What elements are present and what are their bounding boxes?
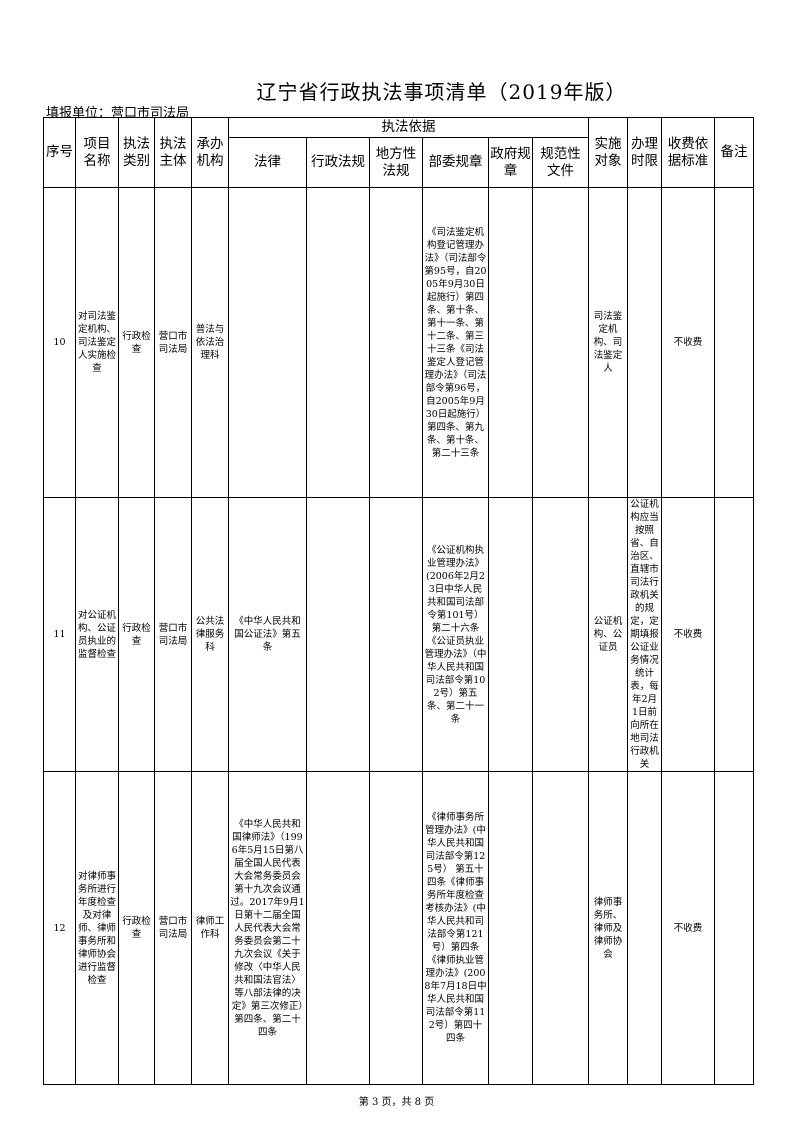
cell-type: 行政检查	[118, 187, 155, 498]
table-row: 10 对司法鉴定机构、司法鉴定人实施检查 行政检查 营口市司法局 普法与依法治理…	[43, 187, 754, 498]
header-subject: 执法主体	[154, 117, 192, 188]
cell-norm-doc	[532, 497, 589, 772]
cell-org: 普法与依法治理科	[191, 187, 229, 498]
cell-gov-rule	[488, 771, 533, 1085]
header-norm-doc: 规范性文件	[532, 137, 589, 188]
cell-admin-reg	[306, 187, 370, 498]
cell-time-limit	[627, 771, 662, 1085]
cell-name: 对司法鉴定机构、司法鉴定人实施检查	[75, 187, 119, 498]
cell-gov-rule	[488, 497, 533, 772]
cell-target: 公证机构、公证员	[588, 497, 628, 772]
cell-law	[228, 187, 307, 498]
cell-local-reg	[369, 187, 423, 498]
cell-gov-rule	[488, 187, 533, 498]
cell-admin-reg	[306, 771, 370, 1085]
cell-remark	[714, 187, 754, 498]
cell-dept-rule: 《司法鉴定机构登记管理办法》（司法部令第95号，自2005年9月30日起施行）第…	[422, 187, 489, 498]
page-title: 辽宁省行政执法事项清单（2019年版）	[256, 80, 627, 104]
cell-name: 对公证机构、公证员执业的监督检查	[75, 497, 119, 772]
cell-name: 对律师事务所进行年度检查及对律师、律师事务所和律师协会进行监督检查	[75, 771, 119, 1085]
header-fee: 收费依据标准	[661, 117, 715, 188]
cell-subject: 营口市司法局	[154, 497, 192, 772]
header-time-limit: 办理时限	[627, 117, 662, 188]
header-row-1: 序号 项目名称 执法类别 执法主体 承办机构 执法依据 实施对象 办理时限 收费…	[43, 117, 754, 188]
header-gov-rule: 政府规章	[488, 137, 533, 188]
cell-law: 《中华人民共和国律师法》（1996年5月15日第八届全国人民代表大会常务委员会第…	[228, 771, 307, 1085]
cell-target: 司法鉴定机构、司法鉴定人	[588, 187, 628, 498]
cell-subject: 营口市司法局	[154, 187, 192, 498]
table-row: 11 对公证机构、公证员执业的监督检查 行政检查 营口市司法局 公共法律服务科 …	[43, 497, 754, 772]
enforcement-items-table: 序号 项目名称 执法类别 执法主体 承办机构 执法依据 实施对象 办理时限 收费…	[43, 117, 754, 1085]
header-seq: 序号	[43, 117, 76, 188]
header-type: 执法类别	[118, 117, 155, 188]
cell-law: 《中华人民共和国公证法》第五条	[228, 497, 307, 772]
cell-admin-reg	[306, 497, 370, 772]
cell-seq: 11	[43, 497, 76, 772]
cell-fee: 不收费	[661, 497, 715, 772]
cell-local-reg	[369, 771, 423, 1085]
cell-target: 律师事务所、律师及律师协会	[588, 771, 628, 1085]
page-footer: 第 3 页，共 8 页	[358, 1097, 435, 1108]
header-target: 实施对象	[588, 117, 628, 188]
header-remark: 备注	[714, 117, 754, 188]
cell-time-limit	[627, 187, 662, 498]
header-admin-reg: 行政法规	[306, 137, 370, 188]
cell-dept-rule: 《律师事务所管理办法》(中华人民共和国司法部令第125号） 第五十四条《律师事务…	[422, 771, 489, 1085]
header-law: 法律	[228, 137, 307, 188]
cell-local-reg	[369, 497, 423, 772]
header-row-2: 法律 行政法规 地方性法规 部委规章 政府规章 规范性文件	[44, 137, 754, 188]
cell-remark	[714, 771, 754, 1085]
cell-fee: 不收费	[661, 771, 715, 1085]
cell-norm-doc	[532, 771, 589, 1085]
cell-time-limit: 公证机构应当按照省、自治区、直辖市司法行政机关的规定，定期填报公证业务情况统计表…	[627, 497, 662, 772]
cell-type: 行政检查	[118, 497, 155, 772]
cell-type: 行政检查	[118, 771, 155, 1085]
cell-fee: 不收费	[661, 187, 715, 498]
cell-remark	[714, 497, 754, 772]
cell-seq: 10	[43, 187, 76, 498]
header-name: 项目名称	[75, 117, 119, 188]
table-row: 12 对律师事务所进行年度检查及对律师、律师事务所和律师协会进行监督检查 行政检…	[43, 771, 754, 1085]
header-basis: 执法依据	[228, 117, 589, 138]
header-dept-rule: 部委规章	[422, 137, 489, 188]
cell-org: 律师工作科	[191, 771, 229, 1085]
cell-seq: 12	[43, 771, 76, 1085]
header-org: 承办机构	[191, 117, 229, 188]
header-local-reg: 地方性法规	[369, 137, 423, 188]
cell-dept-rule: 《公证机构执业管理办法》(2006年2月23日中华人民共和国司法部令第101号）…	[422, 497, 489, 772]
cell-subject: 营口市司法局	[154, 771, 192, 1085]
cell-norm-doc	[532, 187, 589, 498]
cell-org: 公共法律服务科	[191, 497, 229, 772]
